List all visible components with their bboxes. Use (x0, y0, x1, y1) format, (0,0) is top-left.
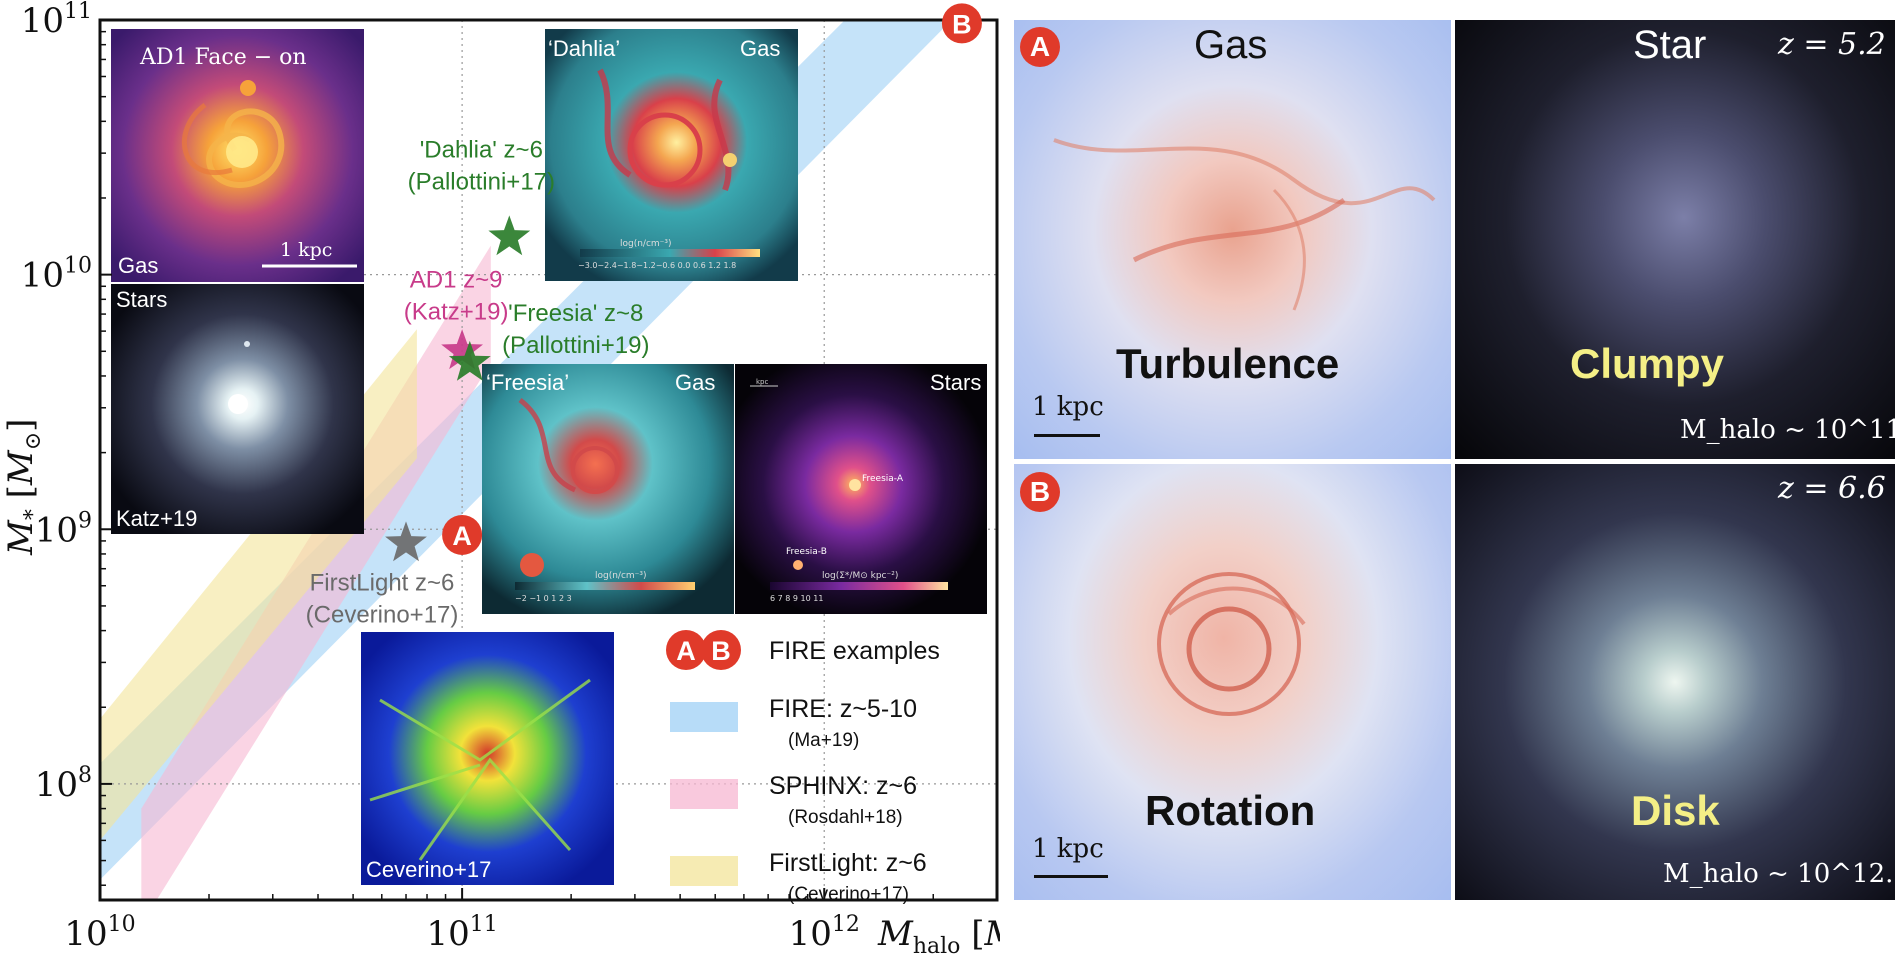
freesia-colorbar-label: log(n/cm⁻³) (595, 571, 647, 581)
point-label-firstlight-z-6: FirstLight z~6 (310, 569, 455, 596)
star-marker-ad1-z-9 (441, 329, 483, 370)
stellar-halo-mass-plot: AD1 Face − on Gas 1 kpc Stars Katz+19 ‘D… (1, 0, 1000, 959)
data-points: 'Dahlia' z~6 (Pallottini+17) AD1 z~9 (Katz+… (306, 136, 650, 628)
dahlia-colorbar-ticks: −3.0−2.4−1.8−1.2−0.6 0.0 0.6 1.2 1.8 (578, 261, 736, 270)
dahlia-label: ‘Dahlia’ (548, 36, 620, 61)
fire-badges: AB (442, 3, 982, 555)
panel-a-scale-label: 1 kpc (1032, 392, 1104, 422)
panel-a-halo-mass: M_halo ~ 10^11 M_⊙ (1680, 415, 1895, 445)
legend-badge-b (701, 630, 741, 670)
ceverino-inset: Ceverino+17 (361, 632, 614, 885)
point-ref-dahlia-z-6: (Pallottini+17) (408, 168, 555, 195)
dahlia-colorbar-label: log(n/cm⁻³) (620, 239, 672, 249)
point-ref-freesia-z-8: (Pallottini+19) (502, 332, 649, 359)
panel-a-caption: Turbulence (1116, 340, 1340, 387)
point-ref-ad1-z-9: (Katz+19) (404, 298, 509, 325)
legend-label-sphinx-z-6: SPHINX: z~6 (769, 772, 917, 800)
freesia-colorbar (515, 582, 695, 590)
panel-b-star-caption: Disk (1631, 787, 1720, 834)
point-label-ad1-z-9: AD1 z~9 (410, 266, 503, 293)
freesia-stars-inset: kpc Stars Freesia-A Freesia-B log(Σ*/M⊙ … (735, 364, 987, 614)
ad1-title: AD1 Face − on (139, 45, 307, 70)
freesia-gas-label: Gas (675, 370, 715, 395)
freesia-gas-inset: ‘Freesia’ Gas log(n/cm⁻³) −2 −1 0 1 2 3 (482, 364, 734, 614)
panel-a-star: Star z = 5.2 Clumpy M_halo ~ 10^11 M_⊙ (1455, 20, 1895, 459)
legend-label-fire-z-5-10: FIRE: z~5-10 (769, 695, 917, 723)
x-tick-label: 1011 (426, 912, 497, 954)
panel-a-gas: A Gas Turbulence 1 kpc (1014, 20, 1451, 459)
panel-b-star: z = 6.6 Disk M_halo ~ 10^12.3 M_⊙ (1455, 464, 1895, 900)
freesia-b-label: Freesia-B (786, 547, 827, 557)
star-marker-firstlight-z-6 (385, 521, 427, 562)
legend: A B FIRE examples FIRE: z~5-10 (Ma+19) SPHINX… (666, 630, 940, 905)
legend-fire-examples: FIRE examples (769, 637, 940, 665)
ceverino-label: Ceverino+17 (366, 857, 491, 882)
ad1-gas-label: Gas (118, 253, 158, 278)
dahlia-colorbar (580, 249, 760, 257)
badge-b-label: B (952, 9, 972, 39)
panel-b-halo-mass: M_halo ~ 10^12.3 M_⊙ (1663, 859, 1895, 889)
freesia-stars-label: Stars (930, 370, 981, 395)
plot-frame (98, 18, 999, 902)
ad1-stars-inset: Stars Katz+19 (111, 284, 364, 534)
axis-ticks: 1010 1011 1012 108 109 1010 1011 (21, 0, 998, 954)
freesia-colorbar-ticks: −2 −1 0 1 2 3 (515, 594, 572, 603)
panel-a-star-caption: Clumpy (1570, 340, 1725, 387)
badge-a-label: A (452, 521, 472, 551)
legend-badge-a-label: A (676, 636, 696, 666)
panel-a-badge: A (1020, 27, 1060, 67)
freesia-a-label: Freesia-A (862, 474, 904, 484)
legend-label-firstlight-z-6: FirstLight: z~6 (769, 849, 927, 877)
panel-b-caption: Rotation (1145, 787, 1316, 834)
x-tick-label: 1012 (789, 912, 860, 954)
panel-a-scale-bar (1034, 434, 1100, 437)
legend-swatch-firstlight-z-6 (670, 856, 738, 886)
x-axis-label: Mhalo [M⊙] (877, 914, 1000, 959)
legend-swatch-sphinx-z-6 (670, 779, 738, 809)
panel-b-badge: B (1020, 472, 1060, 512)
katz-label: Katz+19 (116, 506, 197, 531)
panel-b-scale-label: 1 kpc (1032, 834, 1104, 864)
y-axis-label: M* [M⊙] (1, 419, 46, 556)
star-marker-dahlia-z-6 (488, 215, 531, 256)
y-tick-label: 109 (35, 508, 92, 550)
legend-swatch-fire-z-5-10 (670, 702, 738, 732)
stars-colorbar-label: log(Σ*/M⊙ kpc⁻²) (822, 571, 898, 581)
dahlia-gas-label: Gas (740, 36, 780, 61)
badge-b (941, 3, 982, 44)
legend-badge-a (666, 630, 706, 670)
legend-ref-sphinx-z-6: (Rosdahl+18) (788, 807, 903, 828)
ad1-scale-label: 1 kpc (280, 239, 332, 261)
panel-a-star-title: Star (1633, 23, 1707, 67)
point-label-freesia-z-8: 'Freesia' z~8 (508, 300, 643, 327)
ad1-gas-inset: AD1 Face − on Gas 1 kpc (111, 29, 364, 282)
dahlia-inset: ‘Dahlia’ Gas log(n/cm⁻³) −3.0−2.4−1.8−1.… (545, 29, 798, 281)
panel-a-gas-title: Gas (1194, 23, 1268, 67)
legend-badge-b-label: B (711, 636, 731, 666)
y-tick-label: 1011 (21, 0, 92, 41)
panel-b-gas: B Rotation 1 kpc (1014, 464, 1451, 900)
point-ref-firstlight-z-6: (Ceverino+17) (306, 601, 459, 628)
x-tick-label: 1010 (64, 912, 135, 954)
y-tick-label: 1010 (21, 254, 92, 296)
badge-a (442, 514, 483, 555)
legend-ref-firstlight-z-6: (Ceverino+17) (788, 884, 909, 905)
star-marker-freesia-z-8 (448, 340, 491, 381)
stars-colorbar-ticks: 6 7 8 9 10 11 (770, 594, 823, 603)
stars-colorbar (770, 582, 948, 590)
panel-b-redshift: z = 6.6 (1778, 471, 1886, 506)
point-label-dahlia-z-6: 'Dahlia' z~6 (420, 136, 543, 163)
panel-b-scale-bar (1034, 875, 1108, 878)
y-tick-label: 108 (35, 763, 92, 805)
ad1-stars-label: Stars (116, 287, 167, 312)
freesia-label: ‘Freesia’ (486, 370, 569, 395)
panel-a-redshift: z = 5.2 (1778, 27, 1886, 62)
freesia-stars-kpc: kpc (756, 378, 768, 386)
legend-ref-fire-z-5-10: (Ma+19) (788, 730, 859, 751)
